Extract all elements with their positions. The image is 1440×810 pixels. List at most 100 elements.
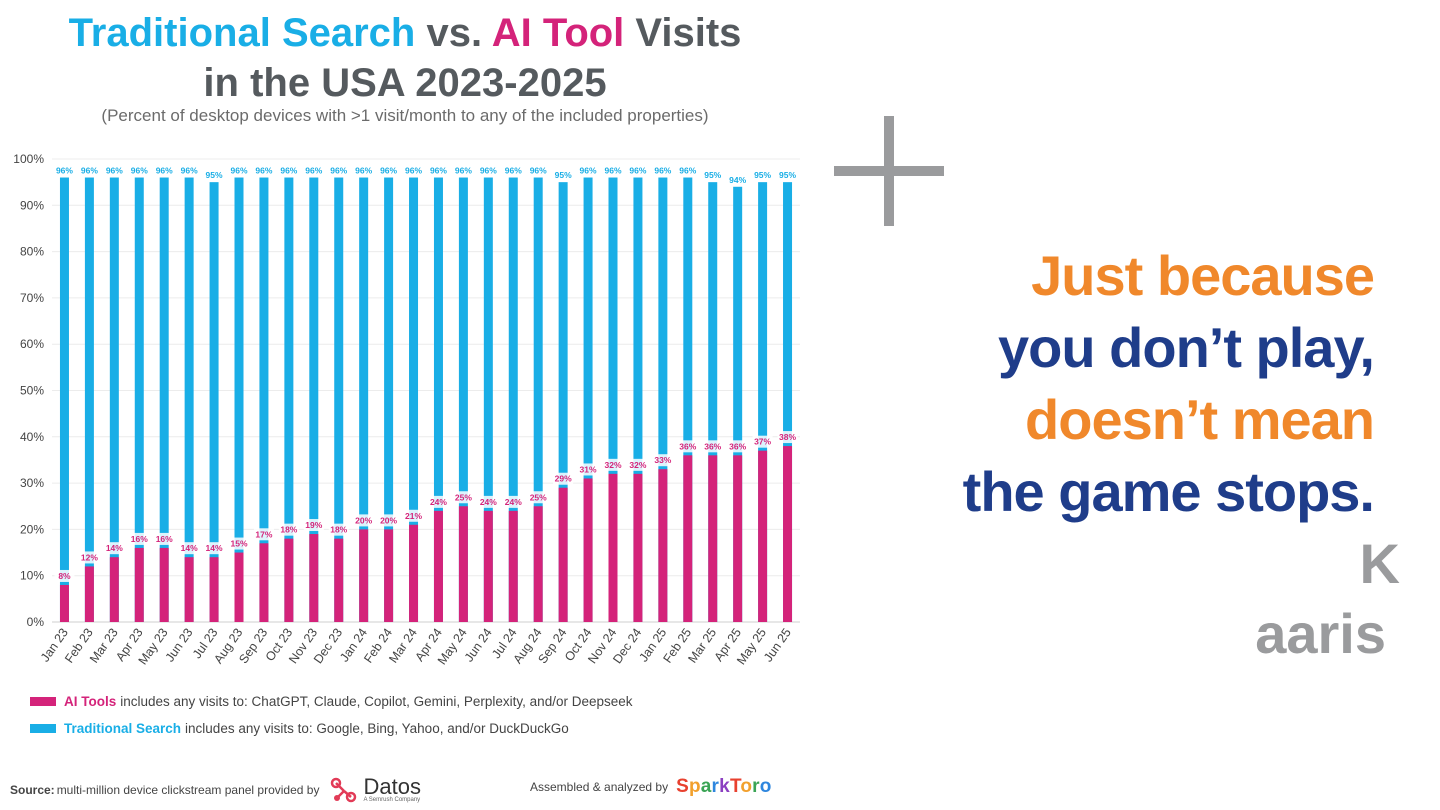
y-tick-label: 70% — [20, 291, 44, 305]
bar-traditional-search — [783, 182, 793, 622]
data-label-traditional-search: 96% — [604, 166, 621, 176]
data-label-ai-tools: 24% — [480, 497, 497, 507]
data-label-ai-tools: 32% — [604, 460, 621, 470]
bar-ai-tools — [733, 455, 743, 622]
data-label-traditional-search: 95% — [555, 170, 572, 180]
bar-traditional-search — [633, 177, 643, 622]
y-tick-label: 80% — [20, 245, 44, 259]
data-label-traditional-search: 96% — [330, 166, 347, 176]
bar-traditional-search — [384, 177, 394, 622]
data-label-traditional-search: 96% — [580, 166, 597, 176]
data-label-bg — [179, 542, 200, 555]
data-label-ai-tools: 15% — [230, 539, 247, 549]
quote-line-3: doesn’t mean — [1025, 388, 1375, 451]
legend-text-search: includes any visits to: Google, Bing, Ya… — [185, 721, 569, 736]
y-tick-label: 90% — [20, 198, 44, 212]
data-label-bg — [652, 454, 673, 467]
data-label-traditional-search: 95% — [779, 170, 796, 180]
assembled-text: Assembled & analyzed by — [530, 780, 669, 794]
legend-text-ai: includes any visits to: ChatGPT, Claude,… — [120, 694, 633, 709]
bar-ai-tools — [708, 455, 718, 622]
datos-subtitle: A Semrush Company — [363, 797, 421, 803]
bar-ai-tools — [109, 557, 119, 622]
bar-ai-tools — [234, 552, 244, 622]
bar-traditional-search — [309, 177, 319, 622]
data-label-traditional-search: 96% — [280, 166, 297, 176]
data-label-bg — [253, 528, 274, 541]
bar-traditional-search — [508, 177, 518, 622]
data-label-bg — [104, 542, 125, 555]
bar-traditional-search — [284, 177, 294, 622]
bar-ai-tools — [633, 473, 643, 622]
chart-title: Traditional Search vs. AI Tool Visits in… — [0, 8, 810, 108]
data-label-bg — [528, 491, 549, 504]
bar-ai-tools — [508, 510, 518, 622]
legend-swatch-ai — [30, 697, 56, 706]
title-vs: vs. — [426, 11, 483, 55]
bar-ai-tools — [558, 487, 568, 622]
bar-chart: 0%10%20%30%40%50%60%70%80%90%100%96%8%Ja… — [13, 152, 800, 667]
bar-traditional-search — [683, 177, 693, 622]
bar-ai-tools — [309, 534, 319, 622]
bar-ai-tools — [384, 529, 394, 622]
data-label-bg — [453, 491, 474, 504]
data-label-bg — [328, 523, 349, 536]
signature-line-1: K — [1359, 532, 1400, 595]
chart-subtitle: (Percent of desktop devices with >1 visi… — [101, 106, 709, 125]
data-label-ai-tools: 19% — [305, 520, 322, 530]
data-label-ai-tools: 31% — [580, 464, 597, 474]
data-label-ai-tools: 14% — [181, 543, 198, 553]
bar-ai-tools — [159, 547, 169, 622]
bar-ai-tools — [184, 557, 194, 622]
bar-traditional-search — [259, 177, 269, 622]
y-tick-label: 20% — [20, 522, 44, 536]
bar-traditional-search — [334, 177, 344, 622]
data-label-bg — [578, 463, 599, 476]
x-tick-label: Jun 25 — [761, 626, 794, 665]
data-label-ai-tools: 25% — [455, 492, 472, 502]
data-label-ai-tools: 17% — [255, 529, 272, 539]
data-label-traditional-search: 96% — [156, 166, 173, 176]
data-label-bg — [378, 514, 399, 527]
x-tick-label: Jun 23 — [163, 626, 196, 665]
bar-ai-tools — [134, 547, 144, 622]
bar-traditional-search — [458, 177, 468, 622]
data-label-ai-tools: 29% — [555, 474, 572, 484]
legend-name-ai: AI Tools — [64, 694, 117, 709]
bar-traditional-search — [359, 177, 369, 622]
bar-ai-tools — [608, 473, 618, 622]
bar-ai-tools — [658, 469, 668, 622]
data-label-bg — [677, 440, 698, 453]
x-tick-label: Jun 24 — [462, 626, 495, 665]
data-label-ai-tools: 24% — [430, 497, 447, 507]
data-label-bg — [478, 495, 499, 508]
legend-traditional-search: Traditional Search includes any visits t… — [30, 721, 569, 736]
bar-ai-tools — [84, 566, 94, 622]
bar-ai-tools — [209, 557, 219, 622]
bar-ai-tools — [59, 584, 69, 622]
y-tick-label: 10% — [20, 569, 44, 583]
data-label-ai-tools: 21% — [405, 511, 422, 521]
data-label-traditional-search: 96% — [106, 166, 123, 176]
data-label-bg — [777, 431, 798, 444]
title-traditional-search: Traditional Search — [68, 11, 416, 55]
bar-traditional-search — [533, 177, 543, 622]
data-label-traditional-search: 96% — [230, 166, 247, 176]
quote-line-1: Just because — [1031, 244, 1375, 307]
data-label-traditional-search: 96% — [530, 166, 547, 176]
bar-traditional-search — [608, 177, 618, 622]
data-label-bg — [752, 435, 773, 448]
bar-ai-tools — [583, 478, 593, 622]
data-label-bg — [229, 537, 249, 550]
source-text: multi-million device clickstream panel p… — [56, 783, 320, 797]
sparktoro-logo: SparkToro — [676, 776, 772, 797]
bar-ai-tools — [359, 529, 369, 622]
data-label-ai-tools: 12% — [81, 552, 98, 562]
data-label-bg — [79, 551, 100, 564]
data-label-traditional-search: 95% — [206, 170, 223, 180]
data-label-traditional-search: 95% — [704, 170, 721, 180]
data-label-bg — [54, 569, 75, 582]
bar-traditional-search — [109, 177, 119, 622]
data-label-bg — [403, 509, 424, 522]
datos-logo-icon — [331, 777, 357, 803]
